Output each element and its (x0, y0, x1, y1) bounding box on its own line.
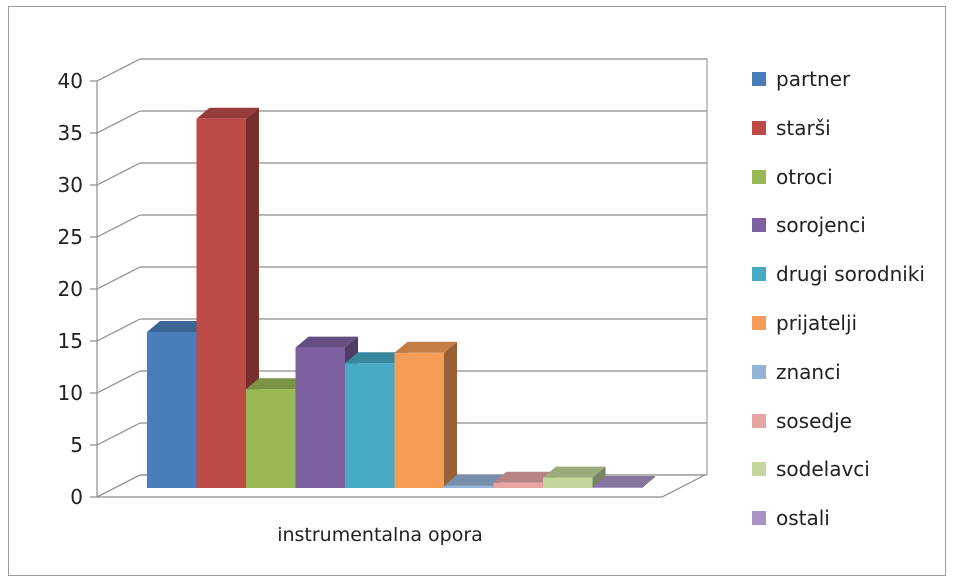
legend-item: sosedje (752, 406, 852, 436)
bar (444, 485, 494, 488)
legend-swatch (752, 72, 766, 86)
y-tick-label: 10 (58, 381, 83, 405)
legend-item: sorojenci (752, 210, 866, 240)
gridline-side (96, 214, 141, 238)
legend-item: sodelavci (752, 454, 870, 484)
legend-item: ostali (752, 503, 830, 533)
y-tick-label: 30 (58, 173, 83, 197)
legend-label: ostali (776, 506, 830, 531)
legend-label: znanci (776, 359, 841, 384)
legend-swatch (752, 413, 766, 428)
gridline-side (96, 318, 141, 342)
bar (345, 363, 395, 488)
gridline-side (96, 370, 141, 394)
legend-label: otroci (776, 164, 833, 189)
legend-swatch (752, 364, 766, 379)
y-tick-label: 40 (58, 69, 83, 93)
bar (147, 332, 197, 488)
gridline-side (96, 110, 141, 134)
bar-top (493, 471, 556, 483)
legend-swatch (752, 218, 766, 233)
legend-item: drugi sorodniki (752, 259, 925, 289)
bar (493, 482, 543, 488)
legend-swatch (752, 169, 766, 184)
bar (592, 486, 642, 488)
y-tick-label: 15 (58, 329, 83, 353)
legend-label: sosedje (776, 408, 852, 433)
gridline-side (96, 266, 141, 290)
bar-top (543, 466, 606, 478)
bar-top (444, 474, 507, 486)
bar (246, 389, 296, 488)
gridline-side (96, 58, 141, 82)
y-tick-label: 5 (70, 433, 83, 457)
bar-top (394, 341, 457, 353)
bar-top (345, 352, 408, 364)
y-tick-label: 20 (58, 277, 83, 301)
legend-item: partner (752, 64, 850, 94)
legend-item: znanci (752, 357, 841, 387)
legend-swatch (752, 462, 766, 477)
legend-label: sorojenci (776, 213, 866, 238)
legend-swatch (752, 267, 766, 282)
bar (196, 118, 246, 489)
bar (543, 477, 593, 488)
y-tick-label: 0 (70, 485, 83, 509)
legend-label: prijatelji (776, 311, 858, 335)
bar-top (196, 107, 259, 119)
legend-item: prijatelji (752, 308, 857, 338)
bar (295, 347, 345, 488)
legend-label: partner (776, 67, 851, 91)
category-label: instrumentalna opora (277, 524, 483, 546)
legend-label: sodelavci (776, 457, 870, 482)
bar (394, 352, 444, 488)
bar-top (147, 321, 210, 332)
legend-label: drugi sorodniki (776, 262, 925, 287)
legend-item: starši (752, 113, 831, 143)
legend-swatch (752, 511, 766, 526)
bar-side (592, 466, 606, 488)
legend-swatch (752, 120, 766, 135)
bar-side (642, 475, 655, 488)
gridline-side (96, 162, 141, 186)
legend-item: otroci (752, 162, 833, 192)
bar-top (592, 475, 655, 487)
bar-top (295, 336, 358, 348)
y-tick-label: 35 (58, 121, 83, 145)
legend-label: starši (776, 115, 831, 140)
bar-side (444, 341, 457, 488)
bar-top (246, 378, 309, 390)
gridline-side (96, 422, 141, 446)
legend-swatch (752, 316, 766, 330)
y-tick-label: 25 (58, 225, 83, 249)
